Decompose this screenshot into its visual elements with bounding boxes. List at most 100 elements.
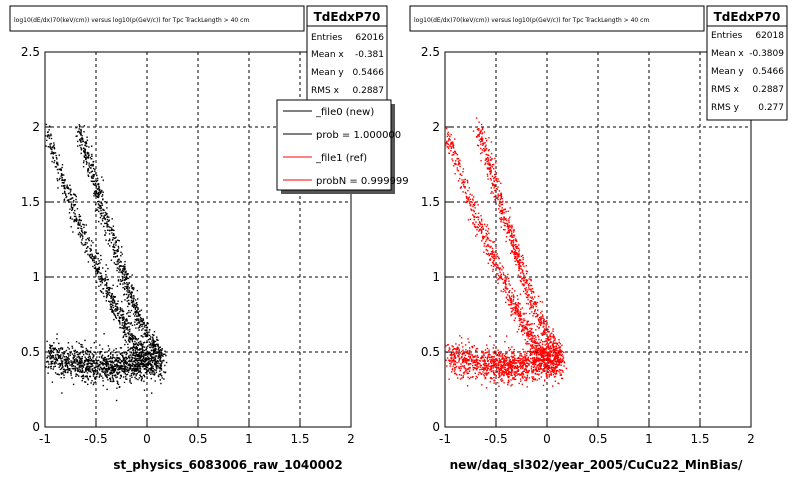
left-pad: log10(dE/dx)70(keV/cm)) versus log10(p(G… (10, 6, 409, 473)
right-scatter-point-pion (480, 372, 481, 373)
right-scatter-point-pion (519, 366, 520, 367)
right-scatter-point-kaon (527, 331, 528, 332)
left-scatter-point-proton (103, 180, 104, 181)
left-scatter-point-proton (94, 174, 95, 175)
left-scatter-point-pion (86, 364, 87, 365)
right-scatter-point-pion (562, 356, 563, 357)
left-scatter-point-kaon (98, 260, 99, 261)
left-scatter-point-kaon (134, 341, 135, 342)
right-scatter-point-pion (482, 356, 483, 357)
right-scatter-point-pion (487, 367, 488, 368)
right-scatter-point-pion (520, 381, 521, 382)
left-scatter-point-pion (74, 360, 75, 361)
left-scatter-point-proton (145, 330, 146, 331)
right-scatter-point-pion (498, 362, 499, 363)
left-scatter-point-proton (94, 169, 95, 170)
left-scatter-point-pion (155, 357, 156, 358)
right-scatter-point-kaon (519, 303, 520, 304)
left-y-tick-label: 0 (32, 420, 40, 434)
left-scatter-point-pion (51, 361, 52, 362)
left-scatter-point-proton (122, 279, 123, 280)
left-scatter-point-kaon (104, 280, 105, 281)
right-scatter-point-pion (521, 361, 522, 362)
left-scatter-point-proton (131, 298, 132, 299)
right-scatter-point-pion (499, 358, 500, 359)
left-scatter-point-pion (134, 377, 135, 378)
left-scatter-point-kaon (129, 348, 130, 349)
left-scatter-point-proton (88, 174, 89, 175)
right-scatter-point-kaon (492, 248, 493, 249)
right-scatter-point-proton (505, 211, 506, 212)
right-scatter-point-pion (460, 363, 461, 364)
left-scatter-point-kaon (95, 249, 96, 250)
left-scatter-point-kaon (102, 267, 103, 268)
left-scatter-point-proton (99, 190, 100, 191)
left-scatter-point-kaon (73, 212, 74, 213)
right-scatter-point-kaon (485, 230, 486, 231)
right-scatter-point-kaon (499, 272, 500, 273)
right-scatter-point-proton (499, 206, 500, 207)
left-scatter-point-pion (131, 383, 132, 384)
left-scatter-point-proton (155, 351, 156, 352)
right-scatter-point-pion (484, 361, 485, 362)
right-scatter-point-kaon (471, 202, 472, 203)
left-scatter-point-kaon (80, 236, 81, 237)
left-scatter-point-pion (101, 356, 102, 357)
left-scatter-point-kaon (141, 356, 142, 357)
right-scatter-point-pion (458, 367, 459, 368)
right-scatter-point-pion (463, 367, 464, 368)
left-scatter-point-kaon (106, 264, 107, 265)
right-scatter-point-proton (511, 225, 512, 226)
left-scatter-point-pion (120, 354, 121, 355)
left-scatter-point-pion (62, 366, 63, 367)
left-scatter-point-proton (138, 313, 139, 314)
left-scatter-point-pion (101, 371, 102, 372)
right-scatter-point-pion (487, 369, 488, 370)
left-scatter-point-pion (103, 372, 104, 373)
left-scatter-point-kaon (125, 340, 126, 341)
left-scatter-point-pion (118, 365, 119, 366)
right-scatter-point-pion (484, 367, 485, 368)
right-scatter-point-kaon (537, 335, 538, 336)
left-scatter-point-pion (113, 357, 114, 358)
right-scatter-point-pion (485, 372, 486, 373)
right-scatter-point-kaon (515, 302, 516, 303)
left-scatter-point-kaon (84, 233, 85, 234)
right-scatter-point-kaon (486, 246, 487, 247)
left-scatter-point-kaon (86, 248, 87, 249)
left-scatter-point-pion (74, 353, 75, 354)
left-scatter-point-kaon (70, 216, 71, 217)
left-scatter-point-proton (149, 344, 150, 345)
right-scatter-point-pion (507, 376, 508, 377)
left-scatter-point-kaon (81, 234, 82, 235)
right-scatter-point-pion (475, 350, 476, 351)
right-scatter-point-kaon (525, 339, 526, 340)
left-scatter-point-proton (98, 196, 99, 197)
left-scatter-point-kaon (135, 336, 136, 337)
left-scatter-point-kaon (66, 186, 67, 187)
left-scatter-point-pion (56, 349, 57, 350)
left-scatter-point-kaon (61, 180, 62, 181)
right-scatter-point-pion (494, 356, 495, 357)
right-scatter-point-kaon (454, 152, 455, 153)
left-scatter-point-pion (116, 372, 117, 373)
left-scatter-point-kaon (135, 356, 136, 357)
right-scatter-point-kaon (534, 338, 535, 339)
right-scatter-point-pion (460, 368, 461, 369)
right-scatter-point-pion (463, 377, 464, 378)
right-scatter-point-proton (554, 358, 555, 359)
left-scatter-point-proton (118, 263, 119, 264)
left-scatter-point-pion (139, 377, 140, 378)
right-scatter-point-kaon (508, 281, 509, 282)
right-scatter-point-kaon (533, 332, 534, 333)
right-scatter-point-pion (531, 368, 532, 369)
left-scatter-point-kaon (111, 304, 112, 305)
right-scatter-point-pion (465, 355, 466, 356)
left-scatter-point-proton (100, 206, 101, 207)
right-scatter-point-proton (515, 238, 516, 239)
left-scatter-point-kaon (111, 288, 112, 289)
right-scatter-point-pion (483, 355, 484, 356)
right-scatter-point-kaon (481, 219, 482, 220)
left-scatter-point-proton (83, 131, 84, 132)
left-scatter-point-kaon (104, 284, 105, 285)
